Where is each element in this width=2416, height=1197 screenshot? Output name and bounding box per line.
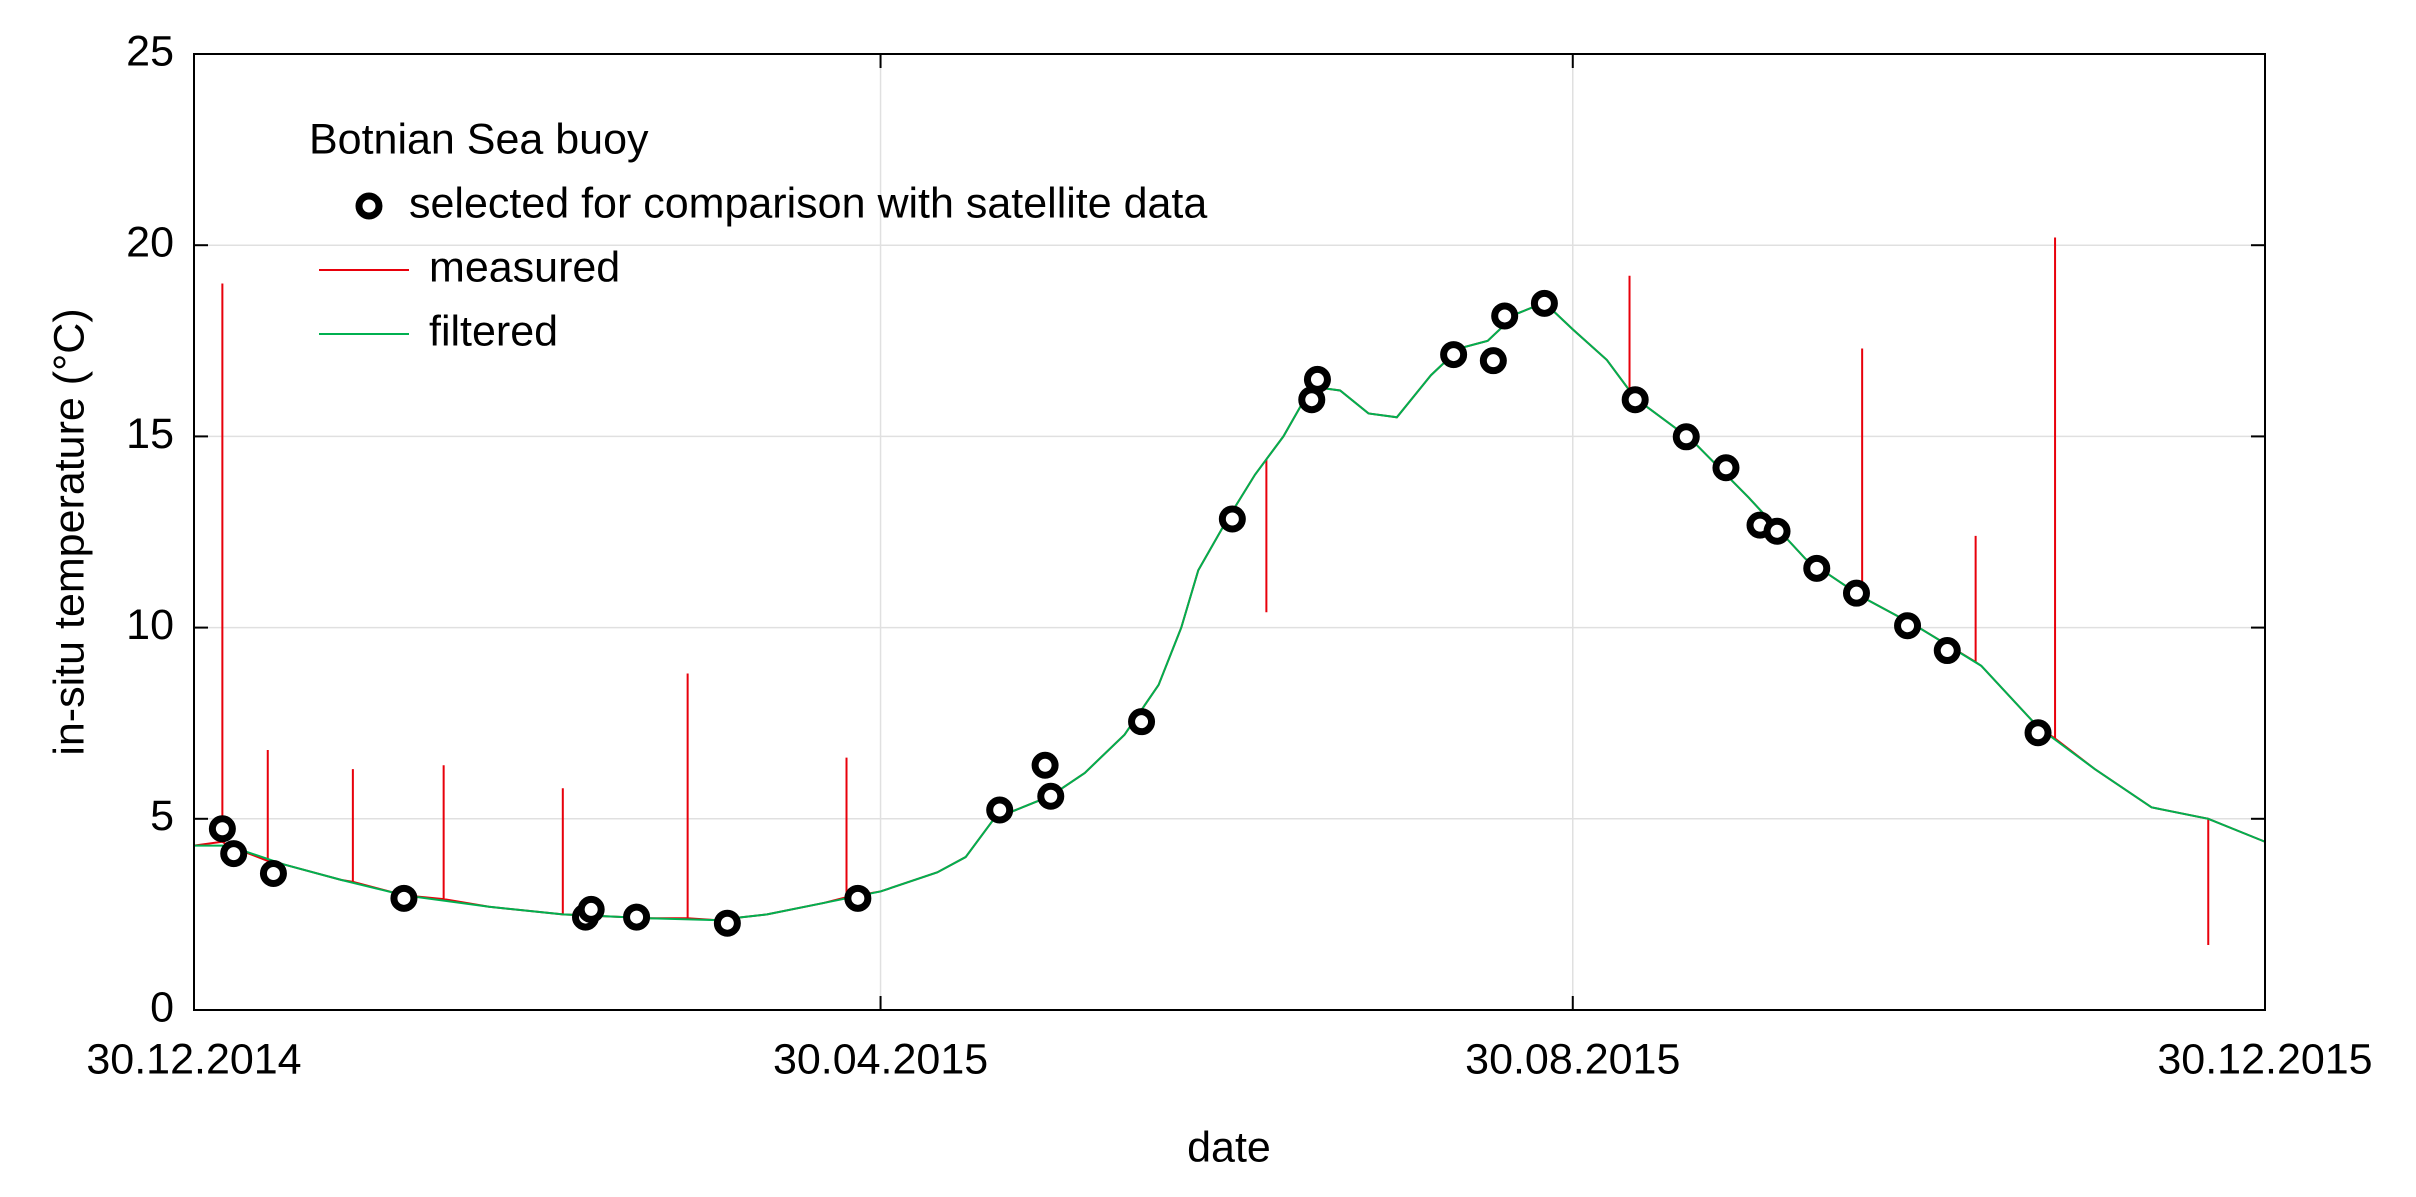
x-tick-label: 30.12.2015 (2157, 1035, 2372, 1083)
legend-label: selected for comparison with satellite d… (409, 179, 1207, 227)
selected-point (1128, 708, 1156, 736)
selected-point (1031, 751, 1059, 779)
y-tick-label: 0 (150, 983, 174, 1031)
selected-point (986, 796, 1014, 824)
selected-point (1803, 554, 1831, 582)
selected-point (1479, 347, 1507, 375)
selected-point (1894, 612, 1922, 640)
x-axis-label: date (1187, 1123, 1271, 1171)
selected-point (1621, 386, 1649, 414)
selected-point (1763, 517, 1791, 545)
selected-point (844, 884, 872, 912)
selected-point (1303, 365, 1331, 393)
legend-title: Botnian Sea buoy (309, 115, 649, 163)
legend-label: filtered (429, 307, 558, 355)
legend-marker (355, 192, 383, 220)
selected-point (577, 895, 605, 923)
y-tick-label: 15 (126, 410, 174, 458)
selected-point (1842, 579, 1870, 607)
y-tick-label: 5 (150, 792, 174, 840)
selected-point (1037, 782, 1065, 810)
y-tick-label: 25 (126, 27, 174, 75)
selected-point (623, 903, 651, 931)
x-tick-label: 30.08.2015 (1465, 1035, 1680, 1083)
selected-point (2024, 719, 2052, 747)
selected-point (1530, 289, 1558, 317)
x-tick-label: 30.04.2015 (773, 1035, 988, 1083)
selected-point (1491, 302, 1519, 330)
legend-label: measured (429, 243, 620, 291)
selected-point (1218, 505, 1246, 533)
selected-point (220, 840, 248, 868)
y-tick-label: 10 (126, 601, 174, 649)
selected-point (1672, 423, 1700, 451)
selected-point (1712, 454, 1740, 482)
selected-point (208, 815, 236, 843)
selected-point (390, 884, 418, 912)
plot-frame (193, 53, 2266, 1011)
y-tick-label: 20 (126, 219, 174, 267)
selected-point (1933, 637, 1961, 665)
x-tick-label: 30.12.2014 (86, 1035, 301, 1083)
series-line (194, 301, 2266, 922)
selected-point (1440, 341, 1468, 369)
selected-point (259, 859, 287, 887)
y-axis-label: in-situ temperature (°C) (45, 308, 93, 755)
selected-point (713, 909, 741, 937)
